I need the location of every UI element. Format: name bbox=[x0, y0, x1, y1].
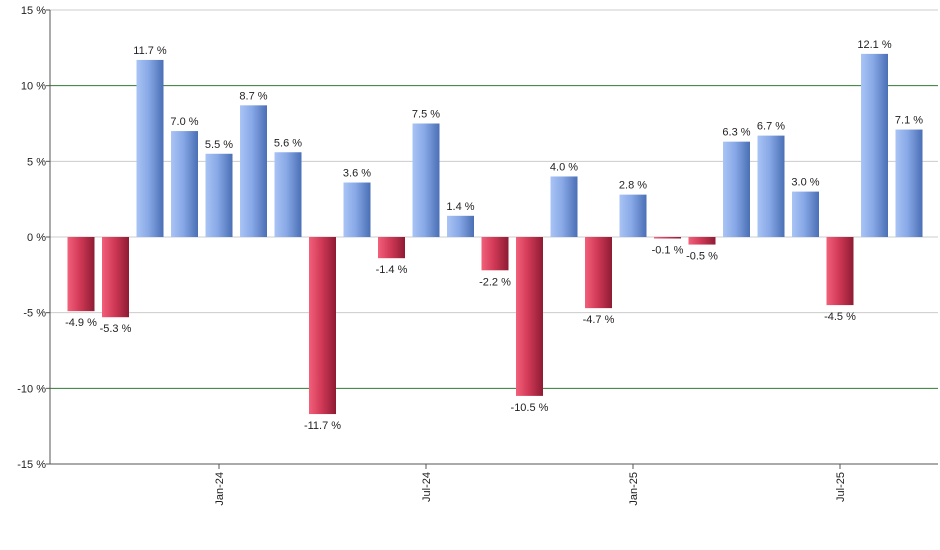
x-tick-label: Jan-24 bbox=[214, 472, 226, 506]
bar bbox=[723, 141, 750, 237]
bar bbox=[619, 194, 647, 237]
data-labels: -4.9 %-5.3 % 11.7 % 7.0 % 5.5 % 8.7 % 5.6 % -1… bbox=[65, 39, 923, 432]
bar bbox=[171, 131, 198, 237]
bar bbox=[343, 182, 371, 237]
data-label: 3.6 % bbox=[343, 168, 371, 180]
y-tick-label: 15 % bbox=[21, 5, 46, 17]
data-label: -0.1 % bbox=[652, 245, 684, 257]
y-tick-label: 10 % bbox=[21, 81, 46, 93]
bar bbox=[136, 59, 164, 237]
data-label: 4.0 % bbox=[550, 161, 578, 173]
data-label: 8.7 % bbox=[239, 90, 267, 102]
bar bbox=[826, 237, 854, 306]
data-label: -10.5 % bbox=[511, 402, 549, 414]
bar bbox=[585, 237, 612, 309]
axes: 15 % 10 % 5 % 0 % -5 % -10 % -15 % Jan-24 Jul-24… bbox=[17, 5, 938, 506]
bar bbox=[102, 237, 129, 318]
data-label: -0.5 % bbox=[686, 251, 718, 263]
bar bbox=[861, 53, 888, 238]
data-label: -2.2 % bbox=[479, 276, 511, 288]
x-tick-label: Jul-25 bbox=[835, 472, 847, 502]
data-label: 7.5 % bbox=[412, 109, 440, 121]
bar bbox=[378, 237, 405, 259]
y-tick-label: 0 % bbox=[27, 232, 46, 244]
data-label: 1.4 % bbox=[446, 201, 474, 213]
data-label: 6.3 % bbox=[722, 127, 750, 139]
bar bbox=[412, 123, 440, 237]
data-label: 6.7 % bbox=[757, 121, 785, 133]
data-label: 11.7 % bbox=[133, 45, 167, 57]
bars bbox=[67, 53, 923, 415]
bar bbox=[481, 237, 509, 271]
y-tick-label: 5 % bbox=[27, 156, 46, 168]
data-label: 12.1 % bbox=[857, 39, 891, 51]
data-label: 5.6 % bbox=[274, 137, 302, 149]
y-tick-label: -5 % bbox=[23, 308, 46, 320]
y-tick-label: -15 % bbox=[17, 459, 46, 471]
y-tick-label: -10 % bbox=[17, 383, 46, 395]
bar bbox=[895, 129, 923, 237]
data-label: -1.4 % bbox=[376, 264, 408, 276]
data-label: -4.5 % bbox=[824, 311, 856, 323]
bar bbox=[274, 152, 302, 237]
bar bbox=[757, 135, 785, 237]
bar bbox=[67, 237, 95, 312]
bar bbox=[688, 237, 716, 245]
data-label: 7.0 % bbox=[170, 116, 198, 128]
data-label: -11.7 % bbox=[304, 420, 341, 432]
bar bbox=[240, 105, 267, 237]
data-label: 3.0 % bbox=[791, 177, 819, 189]
data-label: -4.9 % bbox=[65, 317, 97, 329]
bar bbox=[205, 153, 233, 237]
bar bbox=[792, 191, 819, 237]
x-tick-label: Jan-25 bbox=[628, 472, 640, 506]
data-label: 2.8 % bbox=[619, 180, 647, 192]
bar bbox=[516, 237, 543, 396]
bar bbox=[550, 176, 578, 237]
bar bbox=[654, 237, 681, 239]
bar bbox=[309, 237, 336, 415]
data-label: 7.1 % bbox=[895, 115, 923, 127]
bar bbox=[447, 215, 474, 237]
data-label: -5.3 % bbox=[100, 323, 132, 335]
data-label: -4.7 % bbox=[583, 314, 615, 326]
data-label: 5.5 % bbox=[205, 139, 233, 151]
x-tick-label: Jul-24 bbox=[421, 472, 433, 502]
